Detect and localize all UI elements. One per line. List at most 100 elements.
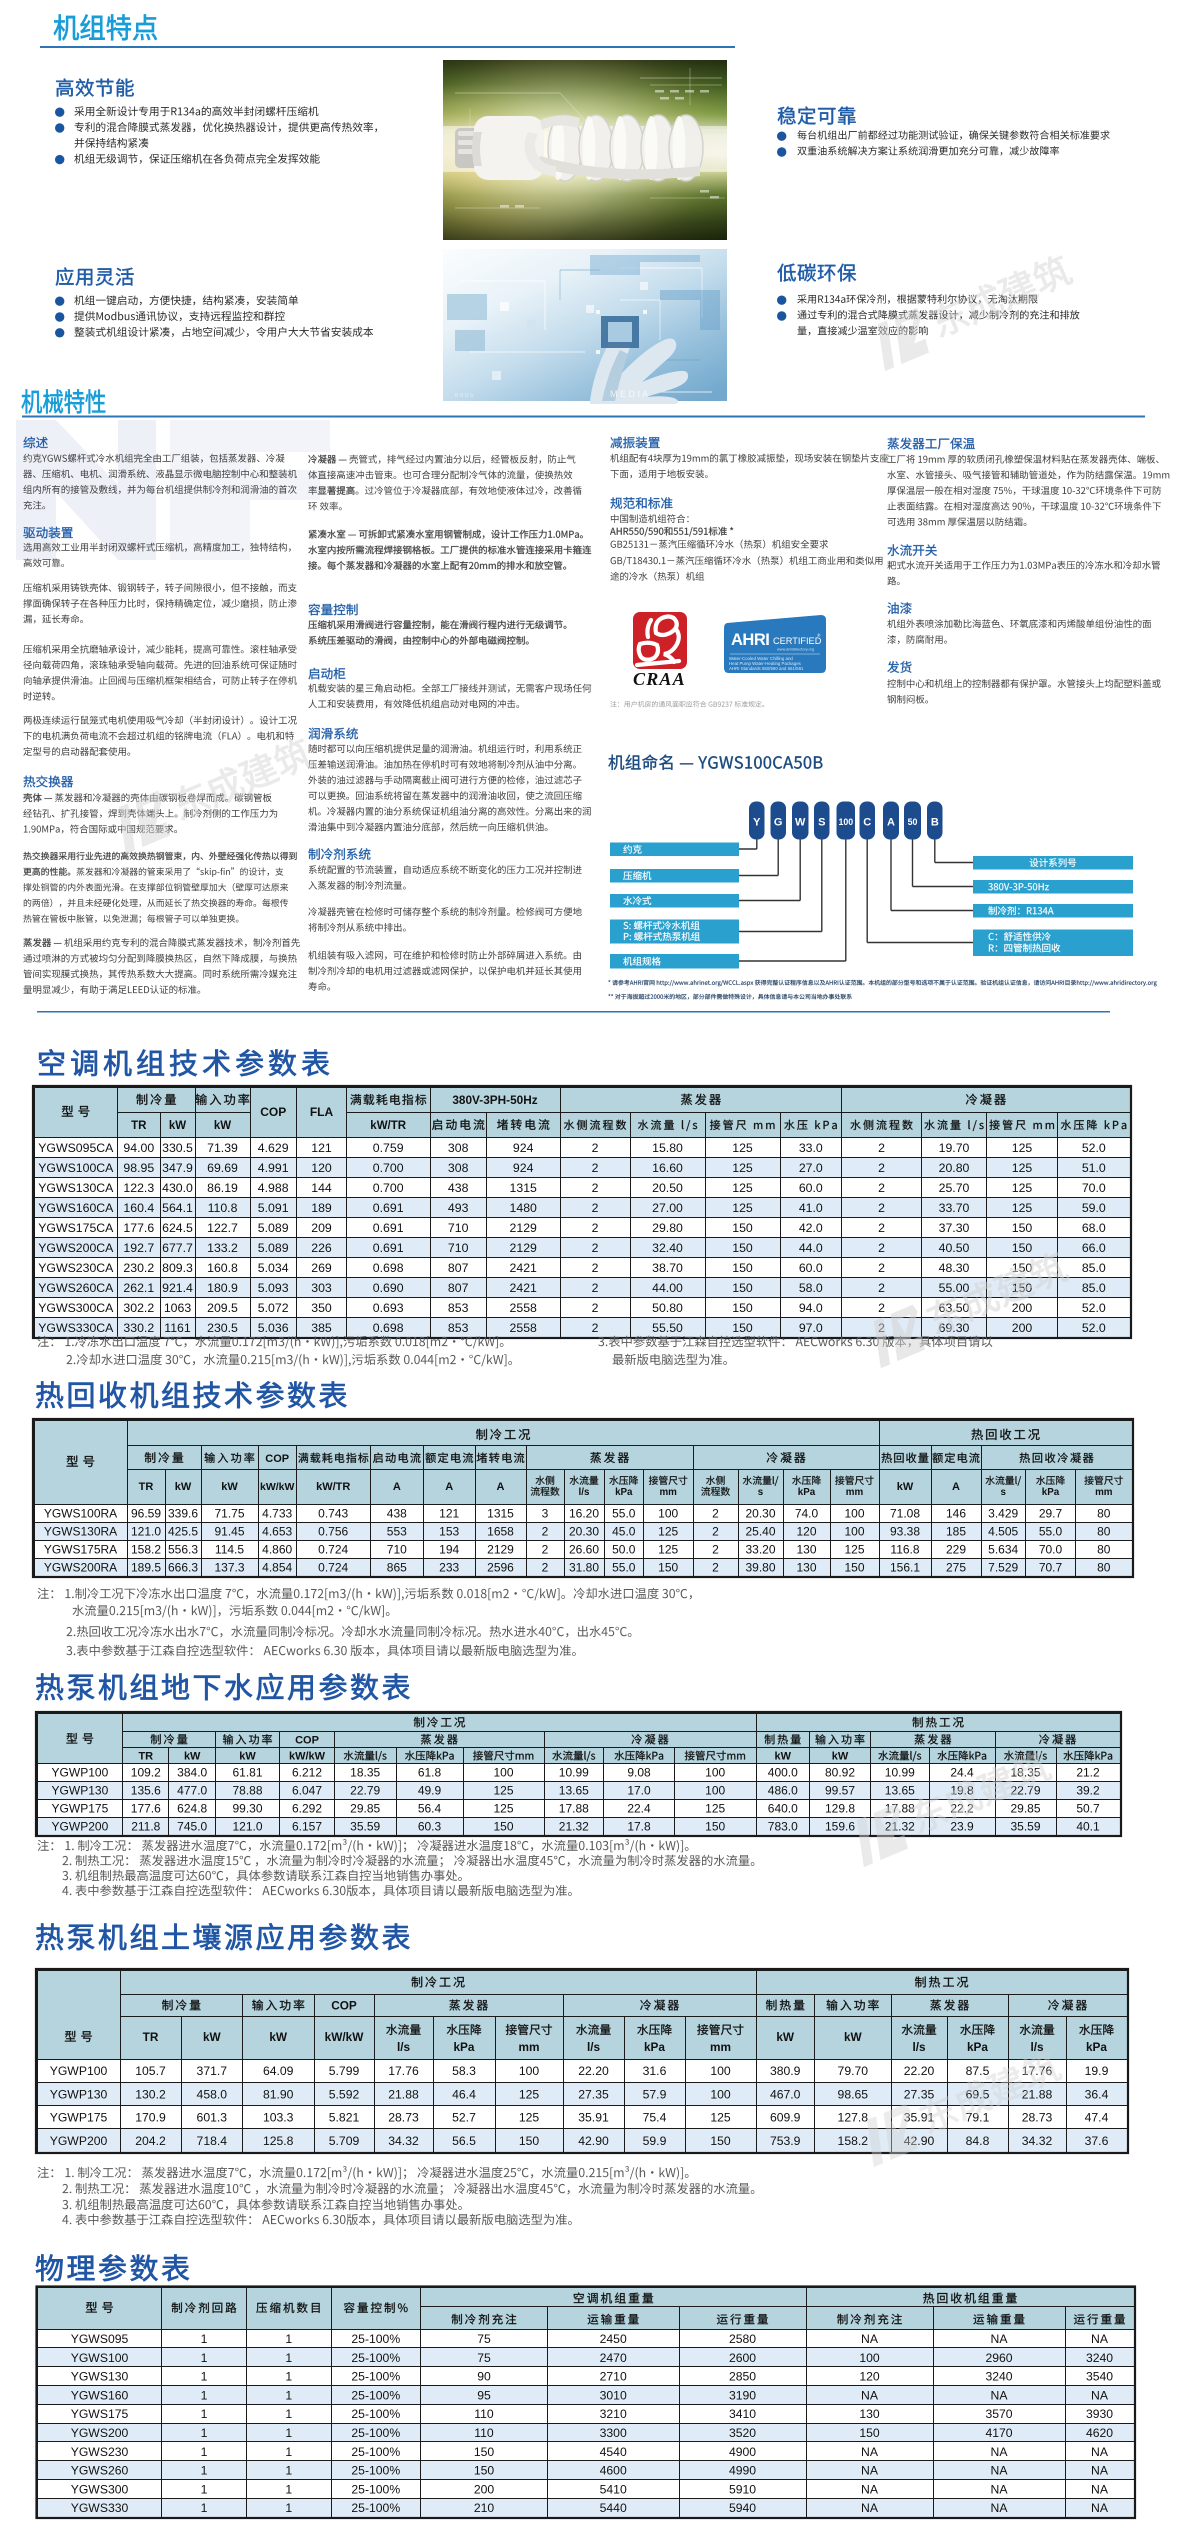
svg-text:2710: 2710 bbox=[600, 2370, 627, 2384]
svg-text:58.3: 58.3 bbox=[452, 2064, 476, 2078]
svg-text:3240: 3240 bbox=[985, 2370, 1012, 2384]
svg-text:125: 125 bbox=[658, 1525, 678, 1539]
svg-text:70.0: 70.0 bbox=[1039, 1543, 1063, 1557]
svg-text:2850: 2850 bbox=[729, 2370, 756, 2384]
svg-text:2129: 2129 bbox=[510, 1241, 538, 1255]
svg-text:22.4: 22.4 bbox=[627, 1802, 651, 1816]
svg-text:153: 153 bbox=[439, 1525, 459, 1539]
svg-text:61.81: 61.81 bbox=[232, 1766, 262, 1780]
svg-text:84.8: 84.8 bbox=[966, 2134, 990, 2148]
svg-text:150: 150 bbox=[493, 1820, 513, 1834]
svg-text:94.0: 94.0 bbox=[799, 1301, 823, 1315]
svg-text:122.3: 122.3 bbox=[123, 1181, 154, 1195]
svg-text:25-100%: 25-100% bbox=[351, 2426, 400, 2440]
svg-text:55.50: 55.50 bbox=[652, 1321, 683, 1335]
svg-text:677.7: 677.7 bbox=[162, 1241, 193, 1255]
svg-text:0.743: 0.743 bbox=[318, 1507, 348, 1521]
svg-text:kW/kW: kW/kW bbox=[289, 1751, 326, 1763]
svg-text:kPa: kPa bbox=[615, 1487, 633, 1498]
svg-text:5.634: 5.634 bbox=[988, 1543, 1018, 1557]
svg-text:2: 2 bbox=[592, 1241, 599, 1255]
svg-text:80: 80 bbox=[1097, 1543, 1111, 1557]
svg-text:25-100%: 25-100% bbox=[351, 2464, 400, 2478]
svg-text:NA: NA bbox=[991, 2388, 1009, 2402]
svg-text:0.691: 0.691 bbox=[373, 1221, 404, 1235]
svg-text:1: 1 bbox=[285, 2332, 292, 2346]
svg-text:109.2: 109.2 bbox=[131, 1766, 161, 1780]
svg-text:NA: NA bbox=[991, 2501, 1009, 2515]
svg-text:210: 210 bbox=[474, 2501, 495, 2515]
svg-text:150: 150 bbox=[710, 2134, 731, 2148]
svg-text:2558: 2558 bbox=[510, 1301, 538, 1315]
svg-text:l/s: l/s bbox=[912, 2040, 926, 2054]
svg-text:NA: NA bbox=[1091, 2482, 1109, 2496]
svg-text:85.0: 85.0 bbox=[1082, 1261, 1106, 1275]
svg-text:125: 125 bbox=[705, 1802, 725, 1816]
svg-text:NA: NA bbox=[861, 2388, 879, 2402]
svg-text:YGWP175: YGWP175 bbox=[52, 1802, 109, 1816]
svg-text:493: 493 bbox=[448, 1201, 469, 1215]
svg-text:CERTIFIED: CERTIFIED bbox=[773, 636, 822, 646]
svg-text:122.7: 122.7 bbox=[207, 1221, 238, 1235]
svg-text:31.80: 31.80 bbox=[569, 1561, 599, 1575]
svg-text:556.3: 556.3 bbox=[168, 1543, 198, 1557]
svg-text:17.8: 17.8 bbox=[627, 1820, 651, 1834]
svg-text:146: 146 bbox=[946, 1507, 966, 1521]
svg-text:YGWS175CA: YGWS175CA bbox=[38, 1221, 114, 1235]
svg-text:YGWP200: YGWP200 bbox=[52, 1820, 109, 1834]
svg-text:NA: NA bbox=[1091, 2464, 1109, 2478]
svg-text:158.2: 158.2 bbox=[838, 2134, 869, 2148]
svg-text:425.5: 425.5 bbox=[168, 1525, 198, 1539]
svg-text:91.45: 91.45 bbox=[214, 1525, 244, 1539]
svg-text:YGWP100: YGWP100 bbox=[52, 1766, 109, 1780]
svg-text:20.30: 20.30 bbox=[745, 1507, 775, 1521]
svg-text:mm: mm bbox=[519, 2040, 540, 2054]
svg-text:2421: 2421 bbox=[510, 1281, 538, 1295]
svg-text:YGWS160: YGWS160 bbox=[71, 2388, 129, 2402]
svg-text:kPa: kPa bbox=[1042, 1487, 1060, 1498]
svg-text:NA: NA bbox=[1091, 2332, 1109, 2346]
svg-text:25-100%: 25-100% bbox=[351, 2388, 400, 2402]
svg-text:130: 130 bbox=[796, 1561, 816, 1575]
svg-text:1: 1 bbox=[285, 2351, 292, 2365]
svg-text:2600: 2600 bbox=[729, 2351, 756, 2365]
svg-text:39.2: 39.2 bbox=[1076, 1784, 1100, 1798]
svg-text:55.00: 55.00 bbox=[939, 1281, 970, 1295]
svg-text:710: 710 bbox=[387, 1543, 407, 1557]
svg-text:150: 150 bbox=[732, 1241, 753, 1255]
svg-text:COP: COP bbox=[260, 1105, 286, 1119]
svg-text:2580: 2580 bbox=[729, 2332, 756, 2346]
svg-text:mm: mm bbox=[1095, 1487, 1113, 1498]
svg-text:2: 2 bbox=[592, 1181, 599, 1195]
svg-text:YGWS175RA: YGWS175RA bbox=[44, 1543, 117, 1557]
svg-text:YGWP130: YGWP130 bbox=[50, 2087, 108, 2101]
svg-text:mm: mm bbox=[710, 2040, 731, 2054]
svg-text:M E D I A: M E D I A bbox=[610, 389, 648, 399]
svg-text:2: 2 bbox=[592, 1261, 599, 1275]
svg-text:924: 924 bbox=[513, 1161, 534, 1175]
svg-text:177.6: 177.6 bbox=[131, 1802, 161, 1816]
svg-text:NA: NA bbox=[1091, 2388, 1109, 2402]
svg-text:150: 150 bbox=[732, 1301, 753, 1315]
svg-text:22.20: 22.20 bbox=[578, 2064, 609, 2078]
svg-text:YGWS095: YGWS095 bbox=[71, 2332, 129, 2346]
svg-text:807: 807 bbox=[448, 1261, 469, 1275]
svg-text:mm: mm bbox=[659, 1487, 677, 1498]
svg-text:640.0: 640.0 bbox=[768, 1802, 798, 1816]
svg-text:55.0: 55.0 bbox=[612, 1561, 636, 1575]
svg-text:710: 710 bbox=[448, 1221, 469, 1235]
svg-text:2129: 2129 bbox=[487, 1543, 514, 1557]
svg-text:158.2: 158.2 bbox=[131, 1543, 161, 1557]
svg-text:5.089: 5.089 bbox=[258, 1241, 289, 1255]
svg-text:17.76: 17.76 bbox=[1022, 2064, 1053, 2078]
svg-text:1658: 1658 bbox=[487, 1525, 514, 1539]
svg-text:5.072: 5.072 bbox=[258, 1301, 289, 1315]
svg-text:5.089: 5.089 bbox=[258, 1221, 289, 1235]
svg-text:150: 150 bbox=[732, 1281, 753, 1295]
svg-text:100: 100 bbox=[493, 1766, 513, 1780]
svg-text:25-100%: 25-100% bbox=[351, 2445, 400, 2459]
svg-text:64.09: 64.09 bbox=[263, 2064, 294, 2078]
svg-text:6.157: 6.157 bbox=[292, 1820, 322, 1834]
svg-text:125: 125 bbox=[658, 1543, 678, 1557]
svg-text:150: 150 bbox=[732, 1321, 753, 1335]
